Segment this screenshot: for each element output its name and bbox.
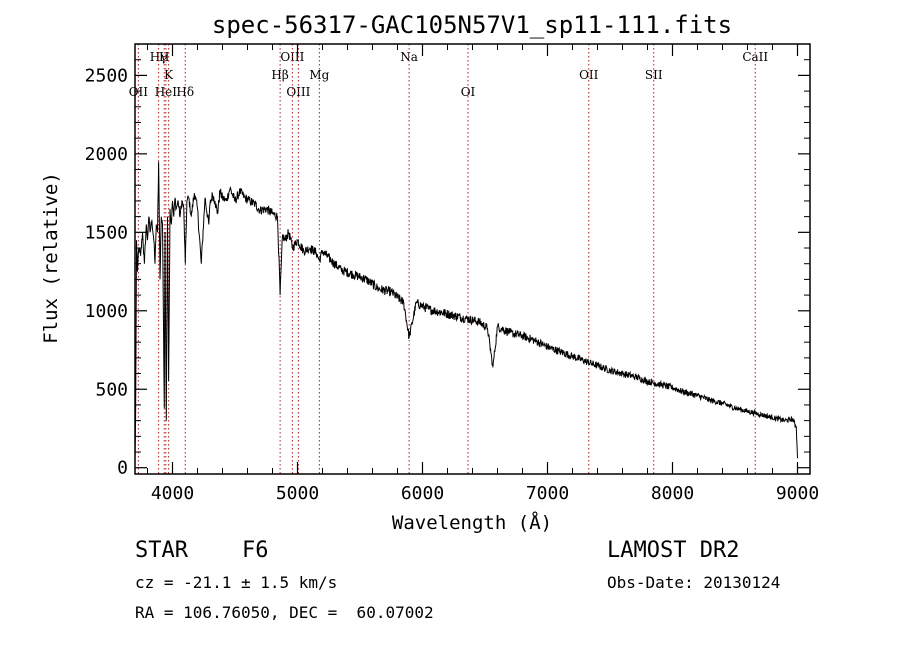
y-tick-label: 1000 <box>85 301 128 322</box>
spectrum-chart: spec-56317-GAC105N57V1_sp11-111.fits OII… <box>40 11 819 534</box>
y-tick-label: 0 <box>117 458 128 479</box>
x-tick-label: 6000 <box>401 483 444 504</box>
obs-date-text: Obs-Date: 20130124 <box>607 573 781 592</box>
axes: 4000 5000 6000 7000 8000 9000 0 500 1000 1500 2000… <box>85 43 819 504</box>
chart-title: spec-56317-GAC105N57V1_sp11-111.fits <box>212 11 732 39</box>
spectral-line-label: Mg <box>309 68 329 82</box>
spectral-line-label: K <box>164 68 174 82</box>
x-tick-label: 5000 <box>276 483 319 504</box>
y-axis-label: Flux (relative) <box>40 172 62 344</box>
redshift-text: cz = -21.1 ± 1.5 km/s <box>135 573 338 592</box>
y-tick-label: 1500 <box>85 222 128 243</box>
x-tick-label: 4000 <box>151 483 194 504</box>
spectral-line-label: SII <box>645 68 663 82</box>
y-tick-label: 2000 <box>85 144 128 165</box>
spectrum-plot <box>134 161 798 462</box>
emission-line-markers <box>137 44 756 474</box>
coordinates-text: RA = 106.76050, DEC = 60.07002 <box>135 603 434 622</box>
spectrum-line <box>134 161 798 462</box>
y-tick-label: 500 <box>95 379 128 400</box>
y-tick-label: 2500 <box>85 65 128 86</box>
x-tick-label: 7000 <box>526 483 569 504</box>
x-axis-label: Wavelength (Å) <box>392 511 552 534</box>
object-type: STAR <box>135 538 188 563</box>
plot-frame <box>134 43 811 475</box>
x-tick-label: 8000 <box>651 483 694 504</box>
object-subclass: F6 <box>242 538 269 563</box>
spectral-line-label: OII <box>579 68 599 82</box>
x-tick-label: 9000 <box>776 483 819 504</box>
spectral-line-label: Hβ <box>271 68 288 82</box>
survey-name: LAMOST DR2 <box>607 538 740 563</box>
